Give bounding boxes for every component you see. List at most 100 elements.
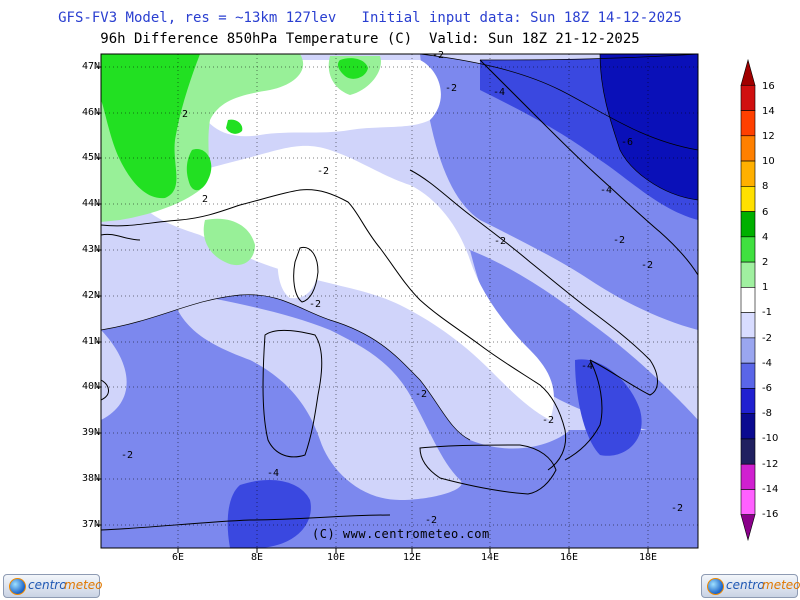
contour-label: -2 — [641, 260, 654, 271]
region-green-nw — [101, 54, 200, 199]
logo-word-meteo: meteo — [762, 578, 800, 592]
colorbar-segment — [740, 261, 756, 288]
region-pale-west — [101, 330, 127, 420]
colorbar-segment — [740, 287, 756, 313]
colorbar-label: -14 — [762, 484, 779, 495]
colorbar-label: 6 — [762, 207, 769, 218]
lat-label: 39N — [81, 427, 100, 438]
colorbar-segment — [740, 489, 756, 516]
colorbar-label: 4 — [762, 232, 769, 243]
contour-label: -2 — [121, 450, 134, 461]
colorbar-segment — [740, 58, 756, 86]
lat-label: 41N — [81, 336, 100, 347]
coastlines — [100, 59, 699, 531]
region-green-piedmont — [186, 149, 212, 191]
lon-label: 10E — [326, 552, 346, 563]
contour-label: -4 — [581, 361, 594, 372]
colorbar-segment — [740, 463, 756, 490]
contour-label: -2 — [613, 235, 626, 246]
region-green-patch — [226, 119, 243, 134]
colorbar-segment — [740, 236, 756, 263]
logo-word-centro: centro — [28, 578, 67, 592]
colorbar-label: -1 — [762, 307, 772, 318]
colorbar-segment — [740, 514, 756, 542]
region-mid-blue-south-ion — [470, 250, 698, 440]
colorbar-label: -6 — [762, 383, 772, 394]
colorbar — [740, 58, 756, 542]
region-deep-blue-sardinia-south — [227, 480, 311, 548]
logo-word-centro: centro — [726, 578, 765, 592]
contour-label: -2 — [415, 389, 428, 400]
colorbar-segment — [740, 388, 756, 414]
lat-label: 46N — [81, 107, 100, 118]
contour-label: -2 — [445, 83, 458, 94]
contour-label: -2 — [309, 299, 322, 310]
region-light-green-ligurian — [203, 218, 255, 266]
lon-label: 6E — [171, 552, 185, 563]
colorbar-segment — [740, 186, 756, 212]
lon-label: 8E — [250, 552, 264, 563]
colorbar-segment — [740, 211, 756, 238]
colorbar-label: -10 — [762, 433, 779, 444]
colorbar-label: 2 — [762, 257, 769, 268]
region-mid-blue-east — [420, 54, 698, 330]
globe-icon — [9, 578, 26, 595]
lat-label: 40N — [81, 381, 100, 392]
colorbar-label: -8 — [762, 408, 772, 419]
contour-label: 2 — [182, 109, 189, 120]
contour-label: -2 — [542, 415, 555, 426]
region-white-central — [130, 145, 554, 421]
map-subtitle: 96h Difference 850hPa Temperature (C) Va… — [100, 31, 640, 47]
lon-label: 14E — [480, 552, 500, 563]
contour-lines — [100, 53, 699, 441]
region-deep-blue-calabria — [575, 359, 642, 456]
colorbar-label: 8 — [762, 181, 769, 192]
lat-label: 42N — [81, 290, 100, 301]
contour-label: -2 — [671, 503, 684, 514]
colorbar-label: -2 — [762, 333, 772, 344]
colorbar-label: 12 — [762, 131, 775, 142]
colorbar-label: -16 — [762, 509, 779, 520]
colorbar-label: 14 — [762, 106, 775, 117]
contour-label: -4 — [600, 185, 613, 196]
contour-label: -2 — [317, 166, 330, 177]
region-white-corsica — [277, 243, 318, 299]
map-title: GFS-FV3 Model, res = ~13km 127lev Initia… — [58, 10, 682, 26]
contour-label: -4 — [267, 468, 280, 479]
contour-label: -2 — [494, 236, 507, 247]
contour-label: -2 — [432, 50, 445, 61]
colorbar-segment — [740, 413, 756, 440]
globe-icon — [707, 578, 724, 595]
colorbar-segment — [740, 312, 756, 339]
lat-label: 47N — [81, 61, 100, 72]
colorbar-segment — [740, 160, 756, 187]
lon-label: 18E — [638, 552, 658, 563]
lat-label: 44N — [81, 198, 100, 209]
lat-label: 37N — [81, 519, 100, 530]
logo-word-meteo: meteo — [64, 578, 103, 592]
colorbar-label: 10 — [762, 156, 775, 167]
colorbar-segment — [740, 110, 756, 137]
centrometeo-logo-right[interactable]: centro meteo — [701, 574, 800, 598]
contour-label: -4 — [493, 87, 506, 98]
colorbar-label: -4 — [762, 358, 772, 369]
colorbar-label: -12 — [762, 459, 779, 470]
colorbar-segment — [740, 362, 756, 389]
region-green-alps — [337, 58, 368, 79]
colorbar-label: 1 — [762, 282, 769, 293]
region-pale-tyrrhenian — [170, 290, 462, 500]
lon-label: 16E — [559, 552, 579, 563]
lat-label: 45N — [81, 152, 100, 163]
region-dark-blue-balkans — [600, 54, 698, 200]
contour-label: -2 — [425, 515, 438, 526]
centrometeo-logo-left[interactable]: centro meteo — [3, 574, 103, 598]
colorbar-segment — [740, 84, 756, 111]
frame-ticks — [96, 66, 649, 553]
lat-label: 43N — [81, 244, 100, 255]
contour-label: 2 — [202, 194, 209, 205]
colorbar-segment — [740, 135, 756, 162]
colorbar-label: 16 — [762, 81, 775, 92]
contour-label: -6 — [621, 137, 634, 148]
copyright-credit: (C) www.centrometeo.com — [312, 527, 490, 541]
